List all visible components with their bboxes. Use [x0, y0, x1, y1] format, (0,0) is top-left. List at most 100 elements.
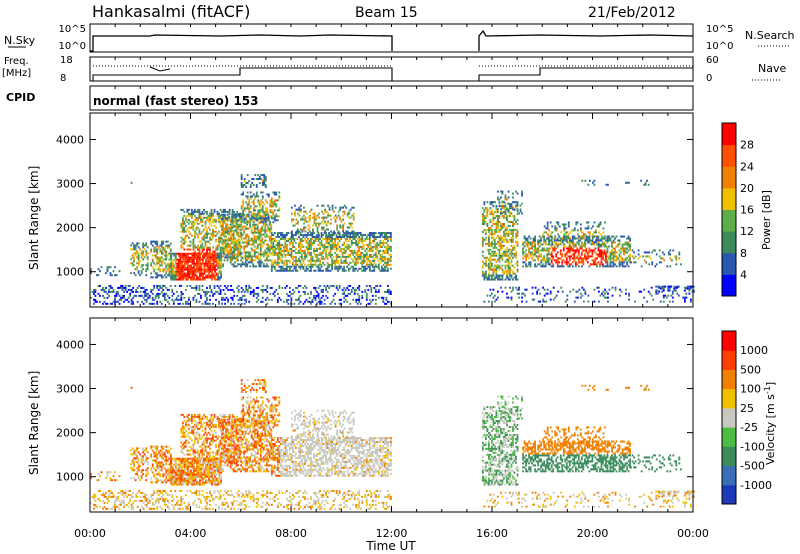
power-cell	[238, 239, 241, 242]
power-cell	[481, 238, 484, 241]
power-cell	[560, 231, 563, 234]
power-cell	[240, 290, 243, 293]
power-cell	[316, 230, 319, 233]
power-cell	[151, 258, 154, 261]
power-cell	[655, 263, 658, 266]
power-cell	[585, 239, 588, 242]
power-cell	[292, 237, 294, 240]
power-cell	[198, 286, 201, 289]
power-cell	[538, 241, 541, 244]
power-cell	[571, 239, 574, 242]
power-cell	[224, 208, 226, 211]
power-cell	[319, 237, 321, 240]
power-cell	[203, 262, 206, 265]
power-cell	[171, 264, 174, 267]
power-cell	[255, 296, 258, 299]
power-cell	[588, 239, 591, 242]
power-cell	[580, 245, 583, 248]
power-cell	[554, 227, 557, 230]
power-cell	[486, 294, 489, 297]
power-cell	[153, 240, 156, 243]
power-cell	[253, 241, 256, 244]
power-cell	[547, 237, 550, 240]
power-cell	[314, 261, 317, 264]
power-cell	[371, 232, 374, 235]
power-cell	[531, 243, 534, 246]
power-cell	[183, 258, 186, 261]
power-cell	[196, 264, 198, 267]
power-cell	[347, 236, 350, 238]
nsearch-tick-top: 10^5	[706, 24, 733, 35]
power-cell	[215, 226, 217, 229]
power-cell	[208, 254, 210, 257]
power-cell	[246, 195, 249, 198]
power-cell	[307, 224, 310, 227]
power-cell	[301, 239, 303, 242]
power-cell	[285, 232, 288, 235]
power-cell	[345, 234, 348, 237]
power-cell	[186, 218, 189, 221]
power-cell	[194, 262, 197, 265]
power-cell	[200, 262, 203, 265]
power-cell	[187, 298, 190, 301]
power-cell	[258, 253, 261, 256]
power-cell	[490, 236, 493, 239]
power-cell	[370, 261, 373, 264]
power-cell	[225, 249, 227, 252]
power-cell	[210, 212, 213, 215]
power-cell	[322, 261, 324, 264]
power-cell	[562, 247, 565, 250]
power-cell	[314, 253, 317, 256]
power-cell	[159, 256, 162, 259]
nave-label: Nave	[758, 62, 786, 75]
power-cell	[512, 234, 514, 237]
power-cell	[538, 235, 541, 238]
power-cell	[222, 263, 224, 266]
power-cell	[500, 196, 502, 199]
power-cell	[310, 208, 313, 211]
power-cell	[503, 238, 505, 241]
power-cell	[299, 263, 302, 266]
power-cell	[273, 245, 276, 248]
power-cell	[222, 225, 224, 228]
power-cell	[191, 260, 194, 263]
power-cell	[261, 205, 264, 208]
power-cell	[501, 211, 504, 214]
power-cell	[311, 237, 314, 240]
power-cell	[498, 258, 501, 261]
power-cell	[90, 272, 92, 275]
power-cell	[206, 258, 209, 261]
power-cell	[528, 235, 530, 238]
power-cell	[223, 221, 226, 224]
power-cell	[486, 201, 489, 204]
power-cell	[206, 290, 208, 293]
power-cell	[316, 255, 318, 258]
power-cell	[624, 247, 627, 250]
power-cell	[174, 268, 177, 271]
power-cell	[337, 259, 340, 262]
power-cell	[285, 239, 288, 242]
power-cell	[490, 264, 493, 267]
power-cell	[582, 243, 585, 246]
power-cell	[171, 278, 174, 281]
power-cell	[379, 257, 382, 260]
power-cell	[219, 240, 222, 243]
power-cell	[544, 239, 547, 242]
power-cell	[336, 216, 339, 219]
power-cell	[486, 228, 489, 231]
power-cell	[346, 237, 349, 240]
power-cell	[189, 260, 192, 263]
power-cell	[209, 260, 212, 263]
power-cell	[513, 219, 516, 222]
power-cell	[177, 258, 180, 261]
power-cell	[566, 235, 569, 238]
power-cell	[292, 269, 294, 272]
power-cell	[611, 257, 613, 260]
power-cell	[194, 254, 196, 257]
power-cell	[528, 247, 530, 250]
power-cell	[254, 205, 257, 208]
power-cell	[314, 288, 317, 291]
power-cell	[254, 215, 257, 218]
power-cell	[145, 292, 148, 295]
power-cell	[611, 251, 613, 254]
